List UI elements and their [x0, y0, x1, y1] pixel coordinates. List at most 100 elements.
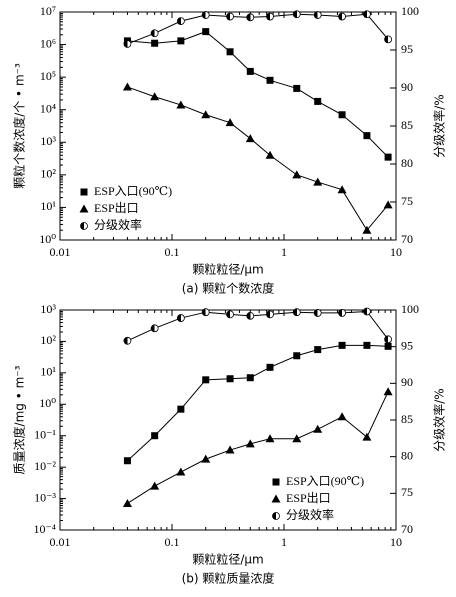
square-marker — [314, 97, 322, 105]
x-tick-label: 0.1 — [165, 245, 180, 259]
square-marker — [363, 132, 371, 140]
y-axis-label: 颗粒个数浓度/个 • m⁻³ — [12, 63, 27, 189]
half-circle-marker — [246, 311, 255, 320]
triangle-marker — [337, 412, 347, 421]
half-circle-marker — [363, 10, 371, 19]
triangle-marker — [292, 170, 302, 179]
square-marker — [272, 478, 280, 486]
y-tick-label: 10⁴ — [40, 101, 56, 115]
square-marker — [151, 432, 159, 440]
x-axis-label: 颗粒粒径/μm — [192, 552, 263, 567]
square-marker — [202, 28, 210, 36]
triangle-marker — [201, 110, 211, 119]
y2-axis-label: 分级效率/% — [432, 388, 447, 451]
legend-label: 分级效率 — [286, 507, 334, 522]
square-marker — [384, 153, 392, 161]
triangle-marker — [265, 434, 275, 443]
triangle-marker — [362, 432, 372, 441]
triangle-marker — [176, 467, 186, 476]
triangle-marker — [265, 150, 275, 159]
series-line — [127, 344, 389, 462]
half-circle-marker — [338, 12, 346, 21]
x-tick-label: 10 — [390, 245, 402, 259]
square-marker — [80, 188, 88, 196]
half-circle-marker — [266, 310, 274, 319]
y-tick-label: 10⁷ — [40, 4, 56, 18]
half-circle-marker — [201, 308, 210, 317]
triangle-marker — [383, 387, 393, 396]
half-circle-marker — [226, 310, 234, 319]
y-tick-label: 10³ — [40, 134, 56, 148]
x-axis-label: 颗粒粒径/μm — [192, 262, 263, 277]
y2-tick-label: 70 — [401, 232, 413, 246]
square-marker — [246, 374, 254, 382]
legend-label: ESP入口(90℃) — [94, 184, 172, 198]
triangle-marker — [383, 200, 393, 209]
square-marker — [338, 111, 346, 119]
y2-tick-label: 85 — [401, 118, 413, 132]
y-tick-label: 10² — [40, 167, 56, 181]
triangle-marker — [245, 134, 255, 143]
y2-tick-label: 75 — [401, 485, 413, 499]
half-circle-marker — [313, 309, 322, 317]
series-line — [127, 13, 389, 45]
caption: (b) 颗粒质量浓度 — [182, 571, 275, 586]
triangle-marker — [201, 454, 211, 463]
triangle-marker — [362, 225, 372, 234]
series-line — [127, 86, 389, 232]
triangle-marker — [150, 481, 160, 490]
half-circle-marker — [201, 11, 210, 19]
square-marker — [202, 376, 210, 384]
half-circle-marker — [338, 309, 346, 317]
half-circle-marker — [266, 12, 274, 21]
square-marker — [338, 341, 346, 349]
y-axis-label: 质量浓度/mg • m⁻³ — [12, 365, 27, 474]
half-circle-marker — [292, 308, 301, 317]
y-tick-label: 10⁻³ — [34, 490, 56, 504]
half-circle-marker — [123, 336, 132, 345]
legend-label: 分级效率 — [94, 217, 142, 232]
x-tick-label: 1 — [281, 535, 287, 549]
half-circle-marker — [176, 314, 185, 322]
y-tick-label: 10⁻² — [34, 459, 56, 473]
triangle-marker — [122, 498, 132, 507]
legend-label: ESP入口(90℃) — [286, 474, 364, 488]
triangle-marker — [79, 204, 89, 213]
y-tick-label: 10⁰ — [39, 396, 56, 410]
y-tick-label: 10⁰ — [39, 232, 56, 246]
y-tick-label: 10² — [40, 333, 56, 347]
square-marker — [293, 352, 301, 360]
triangle-marker — [313, 424, 323, 433]
triangle-marker — [176, 100, 186, 109]
x-tick-label: 0.01 — [50, 245, 71, 259]
triangle-marker — [271, 494, 281, 503]
square-marker — [384, 342, 392, 350]
triangle-marker — [245, 439, 255, 448]
square-marker — [177, 405, 185, 413]
square-marker — [123, 457, 131, 465]
half-circle-marker — [80, 222, 88, 230]
square-marker — [266, 363, 274, 371]
x-tick-label: 10 — [390, 535, 402, 549]
legend-label: ESP出口 — [94, 201, 139, 215]
half-circle-marker — [363, 307, 371, 316]
x-tick-label: 1 — [281, 245, 287, 259]
half-circle-marker — [123, 40, 132, 48]
y2-tick-label: 100 — [401, 302, 419, 316]
triangle-marker — [337, 185, 347, 194]
half-circle-marker — [384, 335, 392, 344]
half-circle-marker — [176, 17, 185, 26]
y-tick-label: 10⁻⁴ — [33, 522, 56, 536]
y2-tick-label: 80 — [401, 156, 413, 170]
square-marker — [246, 67, 254, 75]
square-marker — [314, 346, 322, 354]
caption: (a) 颗粒个数浓度 — [182, 281, 275, 296]
y-tick-label: 10³ — [40, 302, 56, 316]
y2-tick-label: 80 — [401, 448, 413, 462]
half-circle-marker — [150, 324, 159, 333]
legend-label: ESP出口 — [286, 491, 331, 505]
triangle-marker — [292, 434, 302, 443]
y2-tick-label: 75 — [401, 194, 413, 208]
x-tick-label: 0.1 — [165, 535, 180, 549]
series-line — [127, 310, 389, 342]
